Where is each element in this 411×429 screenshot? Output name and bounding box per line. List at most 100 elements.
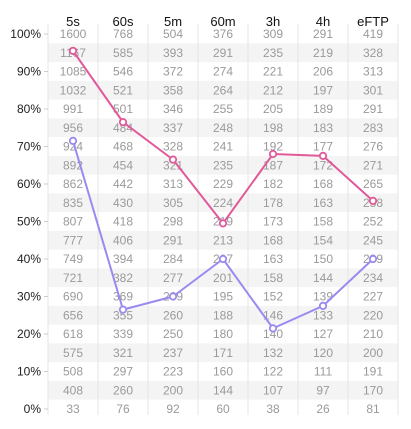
table-cell: 276 [363, 140, 383, 154]
table-cell: 346 [163, 102, 183, 116]
table-cell: 291 [313, 27, 333, 41]
table-cell: 301 [363, 83, 383, 97]
table-cell: 154 [313, 233, 333, 247]
table-cell: 180 [213, 327, 233, 341]
y-tick-label: 60% [17, 177, 41, 191]
table-cell: 144 [213, 383, 233, 397]
table-cell: 234 [363, 271, 383, 285]
table-cell: 178 [263, 196, 283, 210]
column-header: 60m [210, 14, 235, 29]
table-cell: 656 [63, 308, 83, 322]
series-point [368, 254, 378, 264]
y-tick-label: 90% [17, 65, 41, 79]
table-cell: 252 [363, 215, 383, 229]
table-cell: 504 [163, 27, 183, 41]
series-point [218, 219, 228, 228]
table-cell: 201 [213, 271, 233, 285]
table-cell: 956 [63, 121, 83, 135]
table-cell: 191 [363, 365, 383, 379]
table-cell: 170 [363, 383, 383, 397]
table-cell: 924 [63, 140, 83, 154]
table-cell: 97 [316, 383, 330, 397]
table-cell: 168 [263, 233, 283, 247]
table-cell: 313 [163, 177, 183, 191]
table-cell: 197 [313, 83, 333, 97]
table-cell: 749 [63, 252, 83, 266]
table-cell: 264 [213, 83, 233, 97]
table-cell: 1032 [60, 83, 87, 97]
table-cell: 321 [113, 346, 133, 360]
table-cell: 309 [263, 27, 283, 41]
table-cell: 768 [113, 27, 133, 41]
table-cell: 158 [263, 271, 283, 285]
table-cell: 38 [266, 402, 280, 416]
table-cell: 393 [163, 46, 183, 60]
table-cell: 200 [163, 383, 183, 397]
column-header: 5m [164, 14, 182, 29]
table-cell: 172 [313, 158, 333, 172]
table-cell: 250 [163, 327, 183, 341]
y-tick-label: 70% [17, 140, 41, 154]
table-cell: 835 [63, 196, 83, 210]
column-headers: 5s 60s 5m 60m 3h 4h eFTP [66, 14, 389, 29]
table-cell: 454 [113, 158, 133, 172]
series-point [318, 151, 328, 160]
table-cell: 991 [63, 102, 83, 116]
table-cell: 284 [163, 252, 183, 266]
table-cell: 171 [213, 346, 233, 360]
table-cell: 419 [363, 27, 383, 41]
table-cell: 33 [66, 402, 80, 416]
table-cell: 442 [113, 177, 133, 191]
series-point [218, 254, 228, 264]
series-point [268, 324, 278, 333]
table-cell: 585 [113, 46, 133, 60]
table-cell: 1085 [60, 65, 87, 79]
table-cell: 26 [316, 402, 330, 416]
row-stripe [48, 193, 398, 213]
table-cell: 150 [313, 252, 333, 266]
table-cell: 163 [263, 252, 283, 266]
series-lines [68, 46, 378, 333]
table-cell: 188 [213, 308, 233, 322]
table-cell: 122 [263, 365, 283, 379]
column-header: 3h [266, 14, 280, 29]
table-cell: 182 [263, 177, 283, 191]
table-cell: 260 [163, 308, 183, 322]
table-cell: 245 [363, 233, 383, 247]
table-cell: 189 [313, 102, 333, 116]
table-cell: 192 [263, 140, 283, 154]
table-cell: 277 [163, 271, 183, 285]
table-cell: 372 [163, 65, 183, 79]
table-cell: 133 [313, 308, 333, 322]
table-cell: 430 [113, 196, 133, 210]
table-cell: 140 [263, 327, 283, 341]
table-cell: 139 [313, 290, 333, 304]
table-cell: 198 [263, 121, 283, 135]
table-cell: 160 [213, 365, 233, 379]
table-cell: 229 [213, 177, 233, 191]
table-cell: 173 [263, 215, 283, 229]
table-cell: 501 [113, 102, 133, 116]
table-cell: 227 [363, 290, 383, 304]
table-cell: 271 [363, 158, 383, 172]
grid-lines [44, 24, 399, 415]
table-cell: 690 [63, 290, 83, 304]
table-cell: 328 [363, 46, 383, 60]
table-cell: 298 [163, 215, 183, 229]
table-cell: 291 [363, 102, 383, 116]
table-cell: 260 [113, 383, 133, 397]
y-tick-label: 40% [17, 252, 41, 266]
table-cell: 777 [63, 233, 83, 247]
y-tick-label: 10% [17, 365, 41, 379]
table-cell: 358 [163, 83, 183, 97]
y-tick-label: 80% [17, 102, 41, 116]
table-cell: 521 [113, 83, 133, 97]
series-point [368, 196, 378, 205]
table-cell: 205 [263, 102, 283, 116]
table-cell: 255 [213, 102, 233, 116]
table-cell: 223 [163, 365, 183, 379]
row-stripe [48, 343, 398, 363]
y-tick-label: 0% [24, 402, 42, 416]
table-cell: 107 [263, 383, 283, 397]
